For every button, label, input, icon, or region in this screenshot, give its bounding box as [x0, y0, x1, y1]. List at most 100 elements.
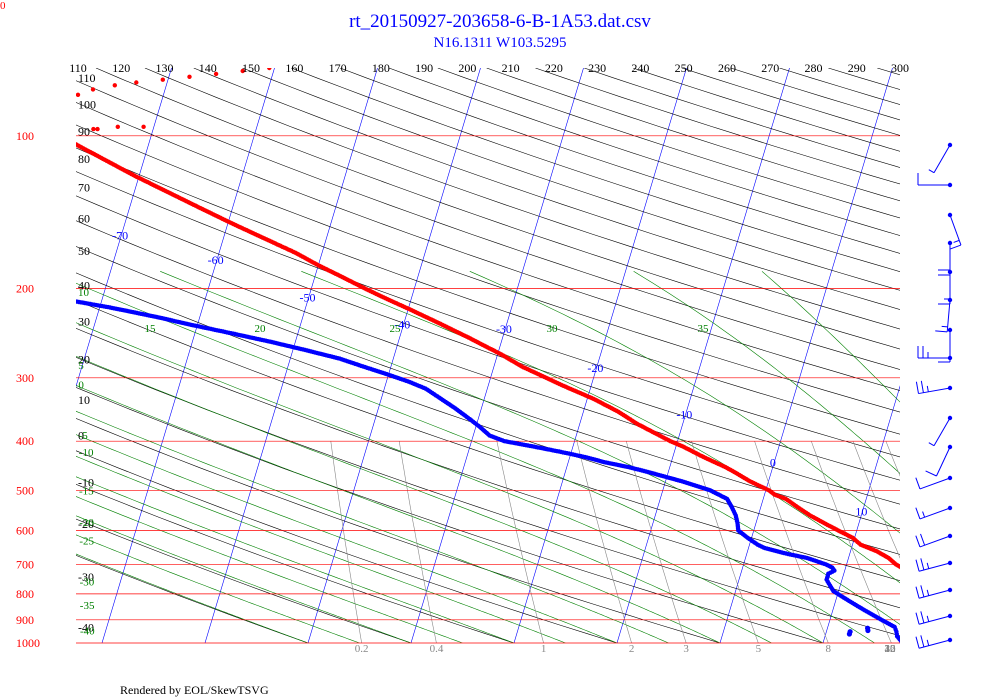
theta-label: 30: [78, 315, 90, 329]
mixing-ratio-label: 8: [826, 643, 832, 655]
wind-barb-staff: [933, 144, 951, 173]
temperature-point: [962, 619, 966, 623]
moist-adiabat-line: [633, 271, 900, 474]
temperature-point: [917, 577, 921, 581]
temperature-point: [960, 618, 964, 622]
dry-adiabat-line: [76, 147, 900, 435]
temperature-point: [907, 569, 911, 573]
isotherm-label: -30: [496, 322, 512, 336]
dry-adiabat-line: [76, 450, 619, 643]
theta-label: 90: [78, 124, 90, 138]
dry-adiabat-line: [486, 68, 900, 202]
isotherm-label: 0: [770, 456, 776, 470]
temperature-point: [987, 627, 991, 631]
wind-barb-staff: [918, 589, 951, 599]
dry-adiabat-line: [76, 102, 900, 391]
temperature-point: [924, 598, 928, 602]
theta-label: -20: [78, 517, 94, 531]
wind-barb-half-feather: [926, 589, 930, 596]
dry-adiabat-line: [437, 68, 900, 219]
dewpoint-point: [51, 295, 55, 299]
temperature-point: [905, 568, 909, 572]
moist-adiabat-line: [76, 515, 412, 643]
dewpoint-point: [0, 287, 2, 291]
mixing-ratio-label: 30: [885, 643, 897, 655]
dry-adiabat-line: [535, 68, 900, 185]
corner-label: 0: [0, 0, 6, 12]
temperature-point: [913, 571, 917, 575]
isotherm-line: [307, 68, 481, 643]
wind-barb-feather: [920, 380, 924, 393]
dry-adiabat-line: [242, 68, 900, 291]
theta-label: 100: [78, 97, 96, 111]
moist-adiabat-line: [76, 476, 515, 643]
moist-adiabat-label: 10: [78, 287, 90, 299]
temperature-point: [922, 573, 926, 577]
wind-barb-feather: [920, 558, 925, 571]
temperature-point: [46, 125, 50, 129]
wind-barb-staff: [918, 615, 951, 625]
pressure-tick-label: 300: [16, 371, 34, 385]
pressure-tick-label: 800: [16, 587, 34, 601]
top-temperature-tick: 120: [112, 61, 130, 75]
top-temperature-tick: 260: [718, 61, 736, 75]
top-temperature-tick: 280: [804, 61, 822, 75]
moist-adiabat-line: [76, 282, 875, 643]
mixing-ratio-line: [947, 441, 1000, 643]
footer-credit: Rendered by EOL/SkewTSVG: [120, 683, 269, 697]
dry-adiabat-line: [76, 418, 722, 643]
temperature-point: [67, 139, 71, 143]
wind-barb-half-feather: [928, 169, 935, 174]
mixing-ratio-line: [852, 441, 900, 559]
wind-barb-feather: [920, 533, 926, 546]
dewpoint-point: [35, 293, 39, 297]
temperature-point: [947, 609, 951, 613]
temperature-point: [58, 108, 62, 112]
temperature-point: [919, 573, 923, 577]
temperature-point: [939, 606, 943, 610]
theta-label: -40: [78, 620, 94, 634]
theta-label: -10: [78, 476, 94, 490]
theta-label: 80: [78, 152, 90, 166]
temperature-point: [213, 71, 219, 77]
temperature-point: [966, 620, 970, 624]
temperature-point: [920, 575, 924, 579]
mixing-ratio-label: 40: [885, 643, 897, 655]
dewpoint-point: [76, 299, 77, 304]
dry-adiabat-line: [730, 68, 900, 121]
moist-adiabat-label: -15: [79, 485, 94, 497]
temperature-point: [972, 622, 976, 626]
wind-barb-half-feather: [922, 511, 926, 518]
temperature-point: [54, 129, 58, 133]
temperature-point: [977, 624, 981, 628]
temperature-point: [901, 566, 905, 570]
isotherm-line: [101, 68, 275, 643]
dewpoint-point: [865, 627, 871, 634]
temperature-point: [62, 136, 66, 140]
top-temperature-tick: 180: [372, 61, 390, 75]
temperature-point: [985, 630, 989, 634]
wind-barb-feather: [920, 611, 925, 624]
moist-adiabat-label: -40: [80, 625, 95, 637]
dry-adiabat-line: [76, 327, 900, 609]
dewpoint-point: [45, 294, 49, 298]
dry-adiabat-line: [76, 220, 900, 505]
mixing-ratio-line: [398, 441, 437, 643]
top-temperature-tick: 200: [458, 61, 476, 75]
temperature-point: [958, 618, 962, 622]
mixing-ratio-label: 12: [885, 643, 896, 655]
moist-adiabat-label: 35: [698, 323, 710, 335]
dry-adiabat-line: [144, 68, 900, 330]
chart-subtitle: N16.1311 W103.5295: [433, 35, 567, 51]
wind-barb-feather: [915, 507, 921, 520]
isotherm-label: -20: [587, 361, 603, 375]
temperature-point: [941, 607, 945, 611]
mixing-ratio-line: [576, 441, 632, 643]
dry-adiabat-line: [633, 68, 900, 152]
temperature-point: [69, 140, 73, 144]
moist-adiabat-label: 0: [78, 380, 84, 392]
dewpoint-point: [63, 297, 67, 301]
temperature-point: [941, 605, 945, 609]
pressure-tick-label: 600: [16, 523, 34, 537]
mixing-ratio-label: 2: [629, 643, 635, 655]
